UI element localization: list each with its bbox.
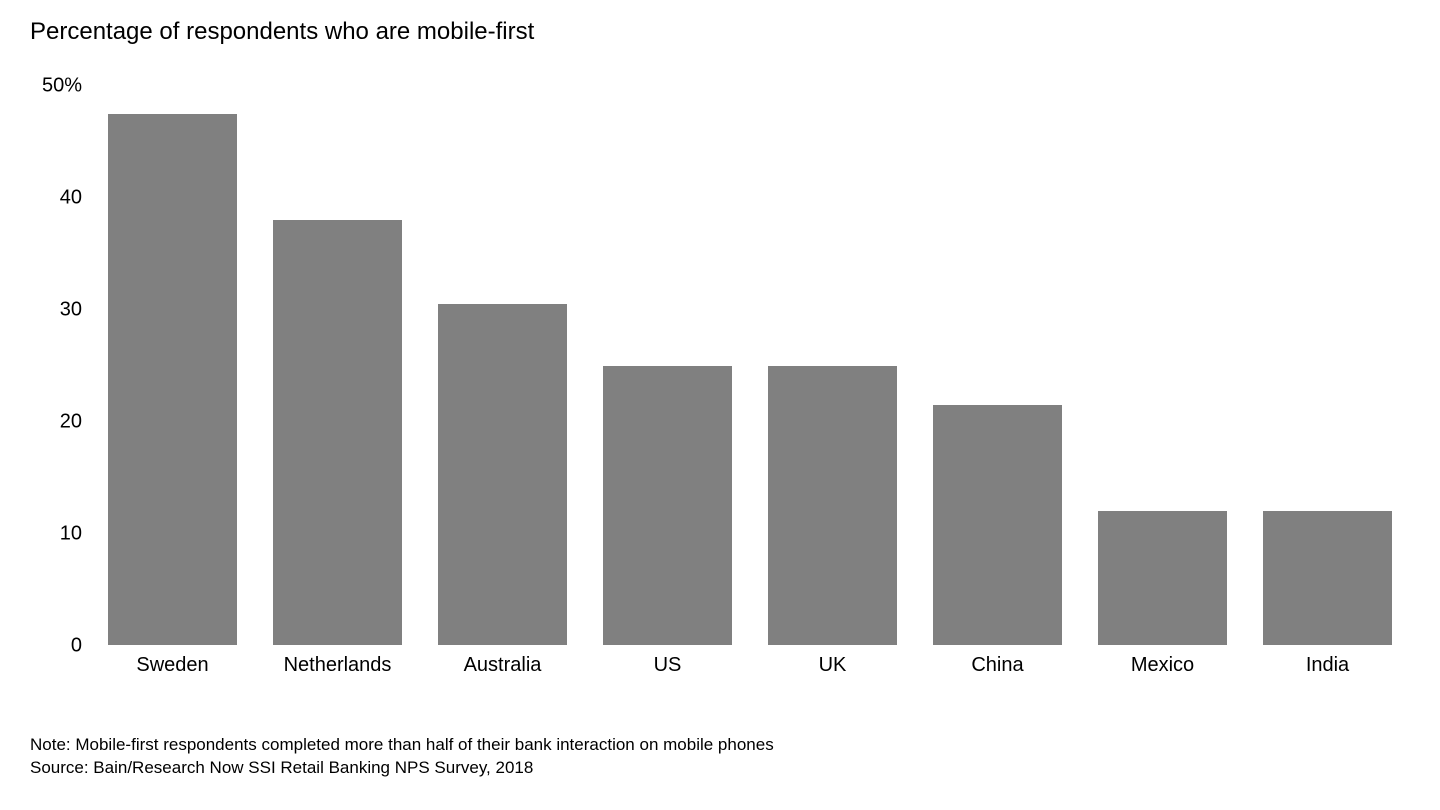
bar-slot xyxy=(915,86,1080,645)
bar-slot xyxy=(750,86,915,645)
plot-area xyxy=(90,86,1410,646)
y-axis: 01020304050% xyxy=(30,86,90,646)
bar-slot xyxy=(1245,86,1410,645)
x-axis-label: China xyxy=(915,654,1080,677)
x-axis-label: US xyxy=(585,654,750,677)
bar xyxy=(273,220,402,645)
chart-area: 01020304050% SwedenNetherlandsAustraliaU… xyxy=(30,86,1410,706)
y-tick-label: 10 xyxy=(60,523,82,546)
bar-slot xyxy=(255,86,420,645)
y-tick-label: 0 xyxy=(71,635,82,658)
x-axis-label: Netherlands xyxy=(255,654,420,677)
y-tick-label: 50% xyxy=(42,75,82,98)
bar xyxy=(603,366,732,646)
x-axis-label: Sweden xyxy=(90,654,255,677)
x-axis-label: UK xyxy=(750,654,915,677)
x-axis-label: India xyxy=(1245,654,1410,677)
note-text: Note: Mobile-first respondents completed… xyxy=(30,734,1410,757)
bar xyxy=(933,405,1062,645)
x-axis-labels: SwedenNetherlandsAustraliaUSUKChinaMexic… xyxy=(90,654,1410,677)
bar-slot xyxy=(90,86,255,645)
x-axis-label: Mexico xyxy=(1080,654,1245,677)
y-tick-label: 20 xyxy=(60,411,82,434)
footnotes: Note: Mobile-first respondents completed… xyxy=(30,734,1410,780)
bar-slot xyxy=(1080,86,1245,645)
bar xyxy=(768,366,897,646)
bar xyxy=(438,304,567,645)
bar xyxy=(1098,511,1227,645)
bar xyxy=(1263,511,1392,645)
bar-slot xyxy=(585,86,750,645)
source-text: Source: Bain/Research Now SSI Retail Ban… xyxy=(30,757,1410,780)
bars-container xyxy=(90,86,1410,645)
y-tick-label: 30 xyxy=(60,299,82,322)
x-axis-label: Australia xyxy=(420,654,585,677)
bar xyxy=(108,114,237,645)
y-tick-label: 40 xyxy=(60,187,82,210)
chart-title: Percentage of respondents who are mobile… xyxy=(30,18,1410,46)
bar-slot xyxy=(420,86,585,645)
